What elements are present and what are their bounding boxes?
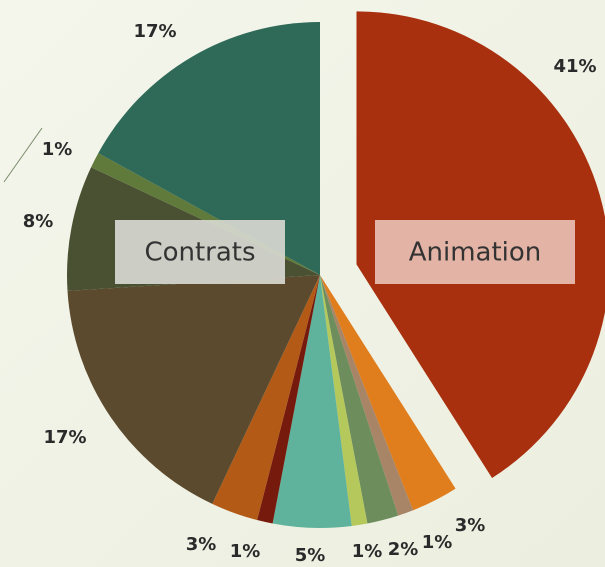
decor-line <box>3 127 43 183</box>
data-label: 5% <box>295 545 326 566</box>
data-label: 3% <box>186 534 217 555</box>
data-label: 17% <box>133 21 176 42</box>
data-label: 8% <box>23 211 54 232</box>
pie-slice <box>320 275 368 527</box>
pie-slice <box>212 275 320 521</box>
pie-slice <box>272 275 352 528</box>
pie-slice <box>320 275 456 511</box>
pie-slice <box>257 275 320 524</box>
data-label: 17% <box>43 427 86 448</box>
data-label: 41% <box>553 56 596 77</box>
pie-slice <box>320 275 399 524</box>
annotation-box <box>375 220 575 284</box>
data-label: 3% <box>455 515 486 536</box>
data-labels: 41%3%1%2%1%5%1%3%17%8%1%17% <box>23 21 597 566</box>
data-label: 1% <box>42 139 73 160</box>
data-label: 1% <box>422 532 453 553</box>
annotation-box <box>115 220 285 284</box>
pie-slice <box>320 275 414 516</box>
pie-slice <box>67 275 320 504</box>
pie-slice <box>98 22 321 275</box>
data-label: 1% <box>230 541 261 562</box>
data-label: 1% <box>352 541 383 562</box>
data-label: 2% <box>388 539 419 560</box>
annotation: Contrats <box>144 238 255 268</box>
annotation: Animation <box>409 238 542 268</box>
